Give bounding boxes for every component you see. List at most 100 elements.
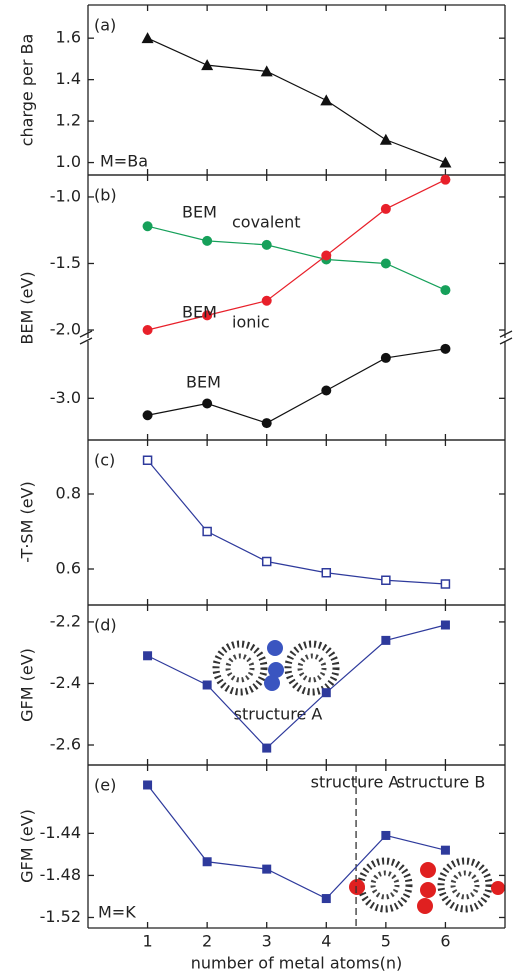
metal-atom [268,662,284,678]
fullerene [297,653,327,683]
y-axis-title: charge per Ba [18,34,37,147]
marker [141,32,154,44]
marker [321,250,332,261]
x-tick-label: 1 [142,932,152,951]
panel-label: (d) [94,616,117,635]
y-tick-label: -2.6 [50,735,81,754]
break-gap [80,335,96,343]
marker [142,325,153,336]
series-line [147,348,446,424]
marker [380,203,391,214]
y-tick-label: 1.2 [56,111,81,130]
series-label: BEM [186,373,221,392]
break-mark [499,337,513,345]
marker [440,620,450,630]
series-label: BEM [182,203,217,222]
fullerene [450,870,480,900]
marker [202,310,213,321]
fullerene [212,640,268,696]
marker [142,410,153,421]
metal-atom [417,898,433,914]
panel: 0.6 0.8 (c) -T·SM (eV) [18,439,506,606]
y-tick-label: 1.0 [56,152,81,171]
marker [142,221,153,232]
marker [440,174,451,185]
marker [440,845,450,855]
panel: -3.0 BEM [50,341,506,441]
marker [260,65,273,77]
marker [261,556,272,567]
series-label-subscript: covalent [232,213,301,232]
marker [321,894,331,904]
marker [381,830,391,840]
series-label: BEM [182,303,217,322]
marker [202,680,212,690]
panel: -2.6 -2.4 -2.2 (d) GFM (eV) structure A [18,604,506,766]
metal-atom [267,640,283,656]
metal-atom [420,882,436,898]
series-label-subscript: ionic [232,313,270,332]
y-axis-title: -T·SM (eV) [18,481,37,562]
panel-label: (c) [94,451,115,470]
marker [321,568,332,578]
metal-atom [349,879,365,895]
marker [262,864,272,874]
fullerene [225,653,255,683]
x-tick-label: 6 [440,932,450,951]
y-axis-title: GFM (eV) [18,648,37,722]
series-line [147,784,446,900]
metal-atom [420,862,436,878]
y-axis-title: GFM (eV) [18,809,37,883]
break-mark [79,330,93,338]
fullerene [357,857,413,913]
marker [321,688,331,698]
fullerene [284,640,340,696]
marker [380,258,391,269]
marker [440,579,451,589]
series-line [147,459,446,585]
marker [381,575,391,585]
marker [262,743,272,753]
panel: -2.0 -1.5 -1.0 (b) BEM (eV) BEM covalent BEM ion… [18,174,506,345]
annotation: structure B [397,773,486,792]
panel: -1.52 -1.48 -1.44 1 2 3 4 5 6 number of metal ato… [18,764,506,973]
marker [380,352,391,363]
fullerene [437,857,493,913]
marker [439,156,452,168]
y-tick-label: 1.6 [56,28,81,47]
y-tick-label: -1.52 [40,907,81,926]
x-tick-label: 5 [381,932,391,951]
marker [202,235,213,246]
y-tick-label: -1.44 [40,823,81,842]
break-mark [79,337,93,345]
y-tick-label: -2.4 [50,673,81,692]
marker [143,651,153,661]
marker [379,133,392,145]
panel-label: (b) [94,186,117,205]
annotation: M=Ba [100,152,148,171]
metal-atom [491,881,505,895]
marker [143,780,153,790]
y-tick-label: -1.48 [40,865,81,884]
x-tick-label: 4 [321,932,331,951]
y-tick-label: 1.4 [56,69,81,88]
marker [261,295,272,306]
marker [261,239,272,250]
series-line [147,624,446,749]
annotation: M=K [98,903,136,922]
x-tick-label: 3 [262,932,272,951]
marker [321,385,332,396]
break-mark [499,330,513,338]
y-tick-label: -1.0 [50,186,81,205]
marker [261,418,272,429]
y-tick-label: -2.2 [50,611,81,630]
y-axis-title: BEM (eV) [18,271,37,344]
fullerene [370,870,400,900]
metal-atom [264,675,280,691]
y-tick-label: 0.6 [56,559,81,578]
y-tick-label: -1.5 [50,253,81,272]
panel: 1.0 1.2 1.4 1.6 (a) charge per Ba M=Ba [18,4,506,176]
molecule-structure-a [212,640,340,696]
marker [440,285,451,296]
